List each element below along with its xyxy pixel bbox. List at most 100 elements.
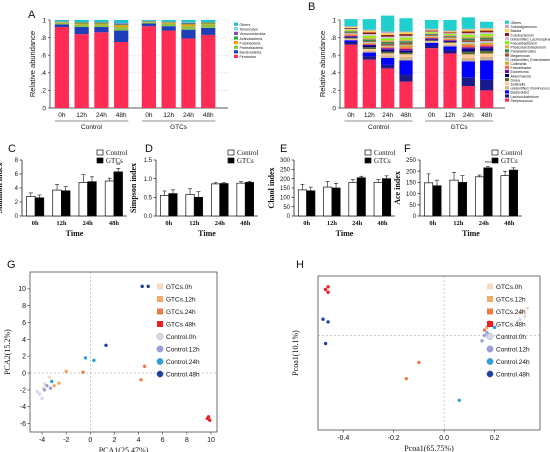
bar-segment (74, 34, 89, 108)
plot-frame (317, 275, 541, 431)
bar-segment (443, 37, 457, 39)
bar (219, 183, 229, 217)
bar-segment (425, 33, 439, 35)
legend-swatch (505, 57, 509, 61)
bar-segment (443, 32, 457, 34)
bar-segment (443, 34, 457, 36)
x-axis-label: Time (198, 229, 216, 238)
legend-entry: Faecalibacterium (511, 42, 538, 46)
bar-segment (399, 44, 413, 46)
y-tick-label: 10 (18, 286, 26, 293)
legend-entry: unidentified_Ruminococcaceae (511, 87, 550, 91)
bar-segment (94, 27, 109, 33)
bar-segment (344, 39, 358, 41)
panel-B: B 0 .2 .4 .6 .8 1 Relative abundance 0h 12h 24h 48h… (308, 1, 550, 131)
x-axis-label: PCA1(25.47%) (99, 446, 149, 452)
bar (449, 179, 459, 217)
legend-entry: Control.48h (166, 372, 200, 379)
x-tick-label: -0.4 (337, 435, 349, 442)
bar (26, 196, 36, 217)
bar (113, 171, 123, 217)
legend-entry: Lachnoclostridium (511, 95, 539, 99)
y-tick-label: 0 (287, 214, 291, 220)
y-tick-label: 0 (22, 370, 26, 377)
bar-segment (344, 29, 358, 31)
legend-swatch (96, 149, 104, 156)
bar-segment (425, 32, 439, 34)
y-tick-label: 2 (22, 354, 26, 361)
legend-swatch (505, 28, 509, 32)
y-tick-label: 0.5 (144, 196, 153, 202)
bar-segment (425, 29, 439, 31)
bar-segment (344, 42, 358, 45)
bar (348, 182, 358, 217)
x-tick-label: 48h (504, 220, 515, 227)
bar-segment (480, 79, 494, 91)
legend-entry: unidentified_Lachnospiraceae (511, 37, 550, 41)
bar-segment (181, 22, 196, 24)
legend-entry: GTCs.24h (166, 309, 196, 316)
data-point (146, 284, 150, 289)
x-tick-label: 12h (453, 220, 464, 227)
bar-segment (181, 26, 196, 30)
bar-segment (399, 41, 413, 43)
y-tick-label: 1.5 (144, 158, 153, 164)
legend-swatch (505, 41, 509, 45)
bar-segment (461, 29, 475, 32)
x-tick-label: 12h (189, 220, 200, 227)
bar-segment (480, 48, 494, 51)
bar (34, 197, 45, 217)
bar-segment (362, 41, 376, 42)
legend-entry: Others (240, 23, 251, 27)
bar-segment (461, 61, 475, 78)
y-tick-label: .6 (41, 53, 47, 60)
legend-entry: Sutterella (511, 83, 526, 87)
bar-segment (54, 22, 69, 25)
bar (52, 189, 62, 217)
legend-entry: Control (501, 149, 522, 157)
data-point (525, 306, 530, 311)
x-tick-label: 0 (88, 437, 92, 444)
bar-segment (425, 41, 439, 42)
bar-segment (114, 30, 129, 42)
y-tick-label: .2 (331, 88, 337, 95)
bar-segment (362, 52, 376, 57)
bar-segment (344, 38, 358, 40)
bar (104, 180, 115, 217)
legend-marker (486, 345, 494, 353)
bar-segment (344, 36, 358, 38)
bar-segment (74, 27, 89, 35)
data-point (326, 320, 330, 324)
data-point (42, 388, 47, 392)
legend-marker (156, 333, 164, 340)
legend-swatch (505, 94, 509, 98)
x-axis-label: Time (66, 229, 84, 238)
legend-swatch (505, 37, 509, 41)
legend-swatch (227, 157, 235, 164)
bar (356, 177, 366, 217)
y-axis-label: Ace index (393, 171, 402, 205)
legend-entry: Control.12h (496, 347, 530, 354)
x-tick-label: 0h (58, 112, 66, 119)
bar-segment (161, 26, 176, 31)
legend-entry: Phascolarctobacterium (511, 46, 547, 50)
legend-entry: Streptococcus (511, 99, 533, 103)
bar-segment (443, 53, 457, 108)
data-point (417, 360, 421, 365)
y-tick-label: 2 (15, 200, 19, 206)
legend-entry: GTCs.12h (166, 297, 196, 304)
y-tick-label: 50 (409, 203, 416, 209)
bar-segment (344, 19, 358, 27)
data-point (92, 358, 96, 363)
legend-swatch (505, 78, 509, 82)
bar-segment (480, 50, 494, 54)
bar (185, 193, 195, 217)
bar-segment (74, 23, 89, 25)
bar-segment (461, 77, 475, 86)
legend-swatch (364, 157, 372, 164)
bar-segment (480, 34, 494, 36)
legend-entry: GTCs (501, 157, 518, 165)
legend-entry: GTCs.48h (166, 322, 196, 329)
y-tick-label: 0 (15, 214, 19, 220)
legend-entry: Control.24h (166, 359, 200, 366)
